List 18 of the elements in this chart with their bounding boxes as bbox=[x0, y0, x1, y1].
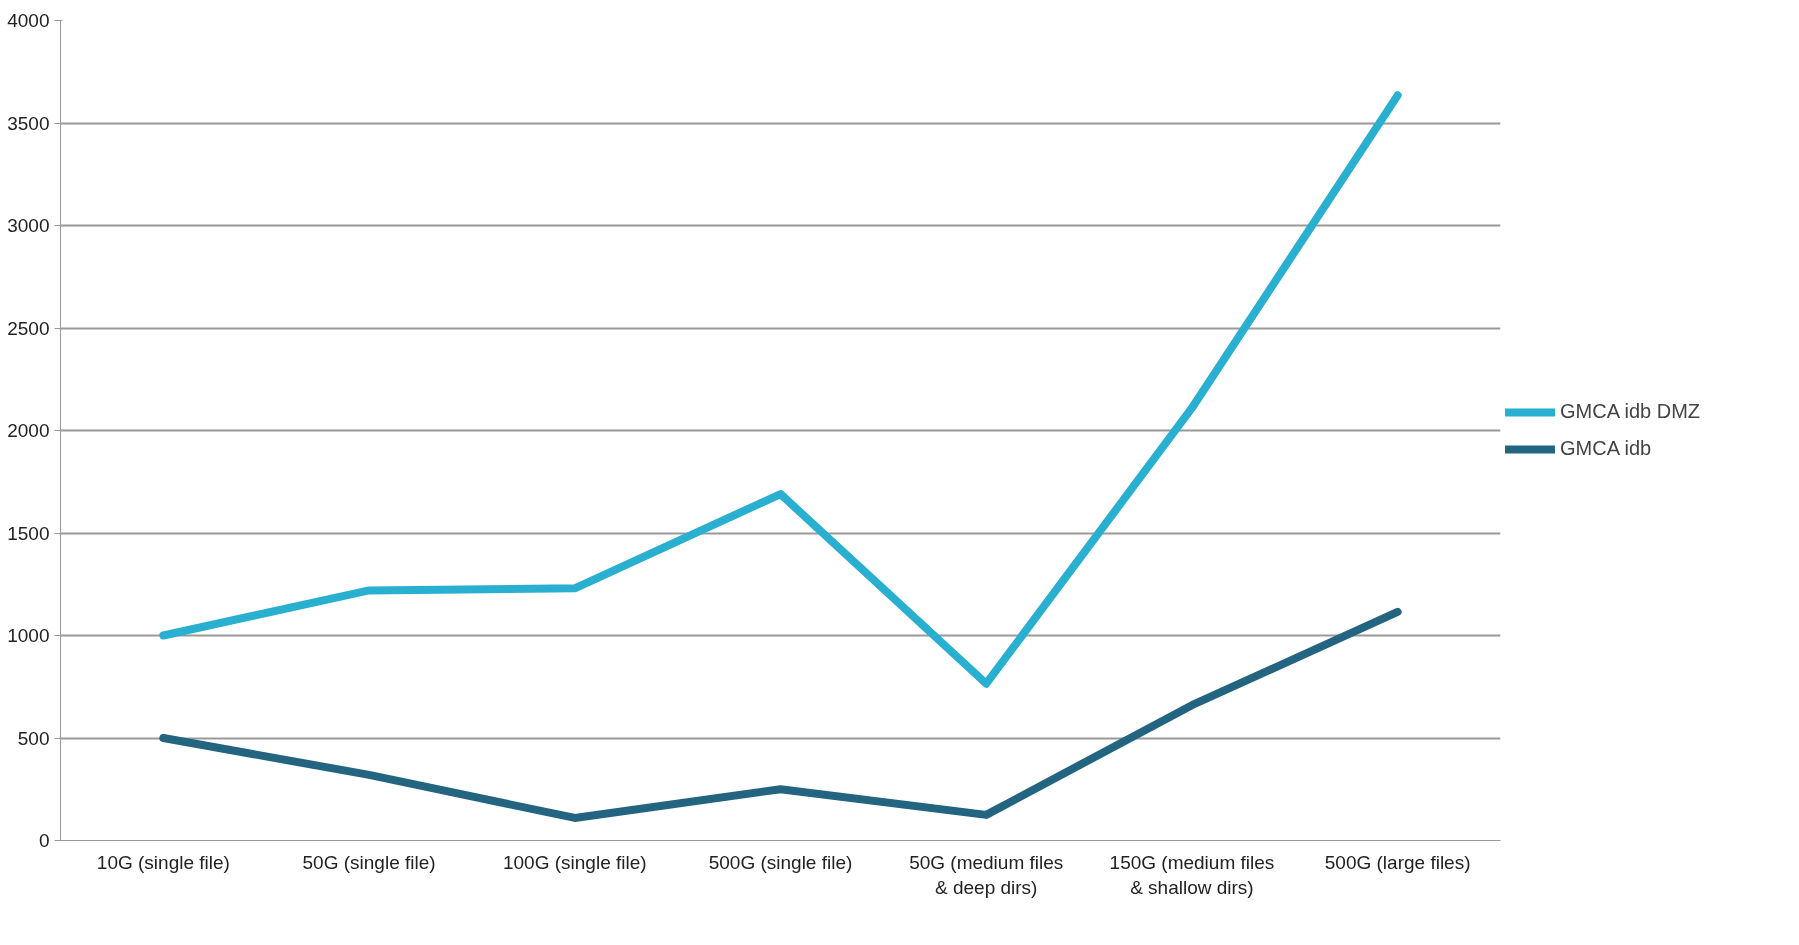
x-tick-label: 100G (single file) bbox=[502, 851, 647, 873]
y-tick-label: 1500 bbox=[7, 522, 50, 544]
y-tick-label: 3000 bbox=[7, 215, 50, 236]
y-tick-label: 4000 bbox=[7, 10, 50, 31]
y-tick-label: 2000 bbox=[7, 420, 50, 441]
y-tick-label: 3500 bbox=[7, 112, 50, 134]
x-tick-label: 10G (single file) bbox=[96, 851, 230, 873]
x-tick-label: 500G (single file) bbox=[708, 851, 853, 873]
legend-label: GMCA idb bbox=[1560, 437, 1652, 460]
y-tick-label: 1000 bbox=[7, 625, 50, 646]
x-tick-label: 50G (medium files & deep dirs) bbox=[909, 851, 1064, 898]
x-tick-label: 150G (medium files & shallow dirs) bbox=[1109, 851, 1275, 898]
y-tick-label: 500 bbox=[17, 727, 50, 749]
x-tick-label: 500G (large files) bbox=[1324, 851, 1471, 873]
x-tick-label: 50G (single file) bbox=[302, 851, 436, 873]
y-tick-label: 0 bbox=[38, 830, 50, 851]
legend-label: GMCA idb DMZ bbox=[1560, 400, 1701, 423]
y-tick-label: 2500 bbox=[7, 317, 50, 339]
